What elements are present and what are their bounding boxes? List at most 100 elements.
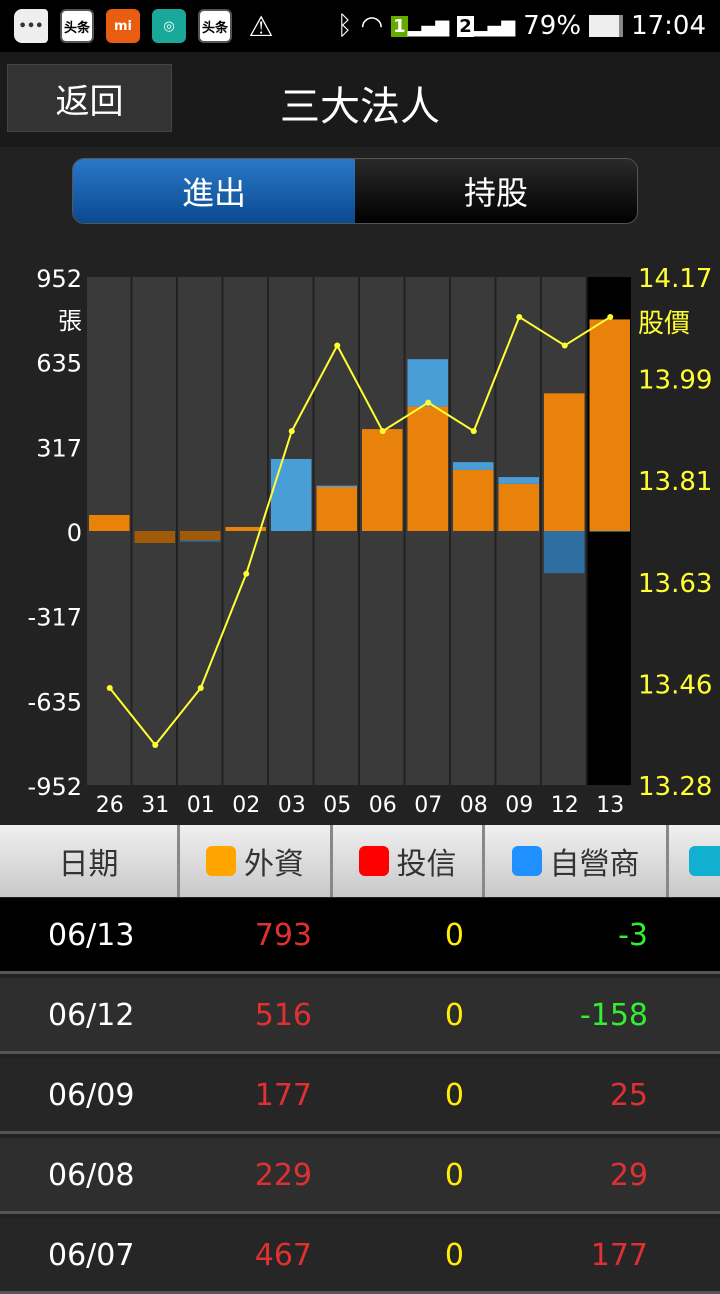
cell-dealer: 25 xyxy=(609,1078,648,1113)
cell-foreign: 516 xyxy=(254,998,312,1033)
signal-icon: 1 ▂▄▆ xyxy=(391,15,450,37)
right-tick-label: 13.99 xyxy=(638,366,712,396)
cell-dealer: 177 xyxy=(590,1238,648,1273)
right-tick-label: 13.28 xyxy=(638,772,712,802)
left-tick-label: 952 xyxy=(36,265,82,293)
header-foreign[interactable]: 外資 xyxy=(180,825,333,897)
x-tick-label: 01 xyxy=(187,793,215,818)
cell-trust: 0 xyxy=(444,1078,464,1113)
legend-swatch xyxy=(689,846,720,876)
dealer-bar xyxy=(498,477,539,484)
x-tick-label: 12 xyxy=(551,793,579,818)
right-tick-label: 13.81 xyxy=(638,467,712,497)
cell-foreign: 467 xyxy=(254,1238,312,1273)
header-label: 日期 xyxy=(58,847,119,882)
foreign-bar xyxy=(225,526,266,531)
dealer-bar xyxy=(407,359,448,407)
cell-trust: 0 xyxy=(444,1158,464,1193)
table-row[interactable]: 06/09 177 0 25 xyxy=(0,1058,720,1134)
back-button[interactable]: 返回 xyxy=(7,64,172,132)
status-bar: ••• 头条 mi ◎ 头条 ⚠ ᛒ ◠ 1 ▂▄▆ 2 ▂▄▆ 79% 17:04 xyxy=(0,0,720,52)
clock: 17:04 xyxy=(631,11,706,41)
right-axis-unit: 股價 xyxy=(638,309,690,339)
tab-holdings[interactable]: 持股 xyxy=(355,159,637,223)
price-point xyxy=(379,428,386,435)
x-tick-label: 13 xyxy=(596,793,624,818)
x-tick-label: 26 xyxy=(96,793,124,818)
page-title: 三大法人 xyxy=(280,84,440,130)
right-tick-label: 13.63 xyxy=(638,569,712,599)
price-point xyxy=(607,313,614,320)
foreign-bar xyxy=(316,486,357,531)
cell-foreign: 793 xyxy=(254,918,312,953)
dealer-bar xyxy=(180,540,221,542)
price-point xyxy=(106,684,113,691)
table-row[interactable]: 06/13 793 0 -3 xyxy=(0,898,720,974)
header-label: 自營商 xyxy=(549,847,640,882)
foreign-bar xyxy=(453,469,494,531)
x-tick-label: 08 xyxy=(460,793,488,818)
foreign-bar xyxy=(362,429,403,531)
cell-trust: 0 xyxy=(444,998,464,1033)
left-tick-label: 0 xyxy=(67,519,82,547)
foreign-bar xyxy=(589,319,630,531)
cell-dealer: -158 xyxy=(579,998,648,1033)
cell-date: 06/07 xyxy=(48,1238,135,1273)
foreign-bar xyxy=(89,514,130,531)
x-tick-label: 31 xyxy=(141,793,169,818)
dealer-bar xyxy=(544,531,585,574)
cell-dealer: 29 xyxy=(609,1158,648,1193)
right-tick-label: 13.46 xyxy=(638,670,712,700)
legend-swatch xyxy=(206,846,236,876)
dealer-bar xyxy=(316,485,357,487)
dealer-bar xyxy=(271,458,312,531)
cell-trust: 0 xyxy=(444,918,464,953)
cell-dealer: -3 xyxy=(618,918,648,953)
right-tick-label: 14.17 xyxy=(638,264,712,294)
left-tick-label: 317 xyxy=(36,434,82,462)
left-tick-label: 635 xyxy=(36,350,82,378)
price-point xyxy=(470,428,477,435)
foreign-bar xyxy=(407,406,448,531)
dealer-bar xyxy=(453,462,494,470)
legend-swatch xyxy=(358,846,389,876)
table-row[interactable]: 06/08 229 0 29 xyxy=(0,1138,720,1214)
cell-foreign: 177 xyxy=(254,1078,312,1113)
toutiao-icon: 头条 xyxy=(198,9,232,43)
more-icon: ••• xyxy=(14,9,48,43)
battery-percent: 79% xyxy=(523,11,582,41)
foreign-bar xyxy=(134,531,175,544)
foreign-bar xyxy=(544,393,585,531)
bluetooth-icon: ᛒ xyxy=(336,11,353,41)
institutional-chart: 26 31 01 02 03 05 06 07 08 09 12 13 952 635 317 0 -317 -6… xyxy=(28,264,713,818)
table-row[interactable]: 06/07 467 0 177 xyxy=(0,1218,720,1294)
table-row[interactable]: 06/12 516 0 -158 xyxy=(0,978,720,1054)
legend-swatch xyxy=(511,846,542,876)
price-point xyxy=(197,684,204,691)
price-point xyxy=(243,570,250,577)
header-extra[interactable] xyxy=(669,825,720,897)
camera-app-icon: ◎ xyxy=(152,9,186,43)
flash-icon: ⚠ xyxy=(248,9,274,43)
x-tick-label: 03 xyxy=(278,793,306,818)
x-tick-label: 02 xyxy=(232,793,260,818)
left-axis-unit: 張 xyxy=(58,307,82,335)
left-tick-label: -317 xyxy=(28,604,82,632)
price-point xyxy=(516,313,523,320)
mi-icon: mi xyxy=(106,9,140,43)
header-dealer[interactable]: 自營商 xyxy=(485,825,669,897)
price-point xyxy=(425,399,432,406)
tab-in-out[interactable]: 進出 xyxy=(73,159,355,223)
header-trust[interactable]: 投信 xyxy=(333,825,485,897)
battery-icon xyxy=(589,15,624,37)
x-tick-label: 05 xyxy=(323,793,351,818)
price-point xyxy=(334,342,341,349)
price-point xyxy=(561,342,568,349)
price-line xyxy=(108,315,611,747)
header-label: 外資 xyxy=(244,847,304,882)
price-point xyxy=(288,428,295,435)
header-date[interactable]: 日期 xyxy=(0,825,180,897)
signal-icon: 2 ▂▄▆ xyxy=(457,15,516,37)
cell-trust: 0 xyxy=(444,1238,464,1273)
wifi-icon: ◠ xyxy=(360,11,384,41)
